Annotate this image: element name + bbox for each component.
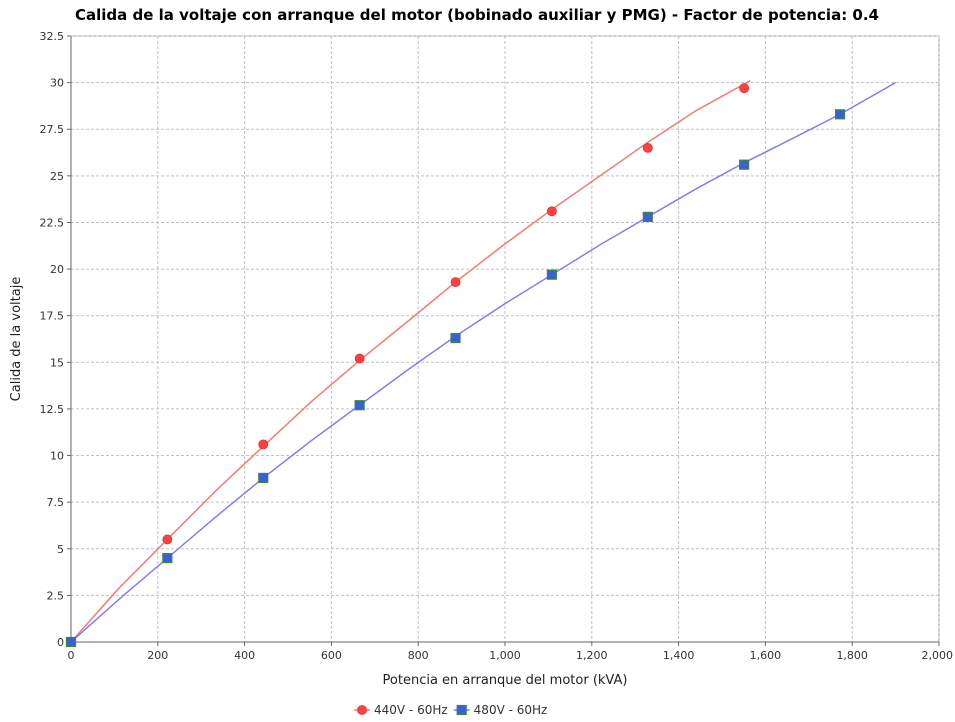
x-tick-label: 1,400 [663,649,695,662]
y-tick-label: 17.5 [40,310,65,323]
x-tick-label: 400 [234,649,255,662]
y-tick-label: 12.5 [40,403,65,416]
x-axis-ticks: 0 200 400 600 800 1,000 1,200 1,400 1,600 1,800 2,… [68,642,954,662]
data-point [450,332,461,344]
data-point [354,400,365,411]
data-point [739,159,750,170]
data-point [258,439,269,450]
y-tick-label: 32.5 [40,30,65,43]
series-layer [65,80,896,648]
x-tick-label: 1,000 [489,649,521,662]
y-tick-label: 15 [50,356,64,369]
data-point [65,636,77,648]
x-tick-label: 2,000 [922,649,954,662]
legend-marker [357,705,367,715]
x-tick-label: 1,800 [836,649,868,662]
y-tick-label: 0 [57,636,64,649]
chart-title: Calida de la voltaje con arranque del mo… [75,6,879,24]
x-tick-label: 1,200 [576,649,608,662]
y-tick-label: 10 [50,450,64,463]
data-point [162,552,173,564]
x-tick-label: 600 [321,649,342,662]
legend-item: 440V - 60Hz [354,703,448,717]
x-tick-label: 0 [68,649,75,662]
series-2 [65,81,896,648]
data-point [450,277,461,288]
legend-label: 440V - 60Hz [374,703,448,717]
x-axis-label: Potencia en arranque del motor (kVA) [383,673,628,688]
series-1 [66,80,751,647]
y-tick-label: 27.5 [40,123,65,136]
data-point [546,206,557,217]
data-point [642,142,653,153]
y-tick-label: 20 [50,263,64,276]
x-tick-label: 800 [408,649,429,662]
y-axis-ticks: 0 2.5 5 7.5 10 12.5 15 17.5 20 22.5 25 27.5 30 32.5 [40,30,71,649]
y-tick-label: 30 [50,77,64,90]
y-tick-label: 22.5 [40,216,65,229]
legend-label: 480V - 60Hz [474,703,548,717]
x-tick-label: 1,600 [750,649,782,662]
y-tick-label: 7.5 [47,496,65,509]
x-tick-label: 200 [147,649,168,662]
legend-item: 480V - 60Hz [453,703,548,717]
grid [71,35,940,642]
data-point [834,109,846,120]
data-point [258,472,269,484]
data-point [546,269,557,280]
y-tick-label: 2.5 [47,589,65,602]
data-point [739,83,750,94]
legend-marker [456,704,467,716]
legend: 440V - 60Hz 480V - 60Hz [354,703,547,717]
y-tick-label: 25 [50,170,64,183]
y-axis-label: Calida de la voltaje [9,277,24,402]
series-line [70,81,896,643]
data-point [354,353,365,364]
y-tick-label: 5 [57,543,64,556]
series-line [70,80,751,643]
data-point [642,211,653,222]
data-point [162,534,173,545]
